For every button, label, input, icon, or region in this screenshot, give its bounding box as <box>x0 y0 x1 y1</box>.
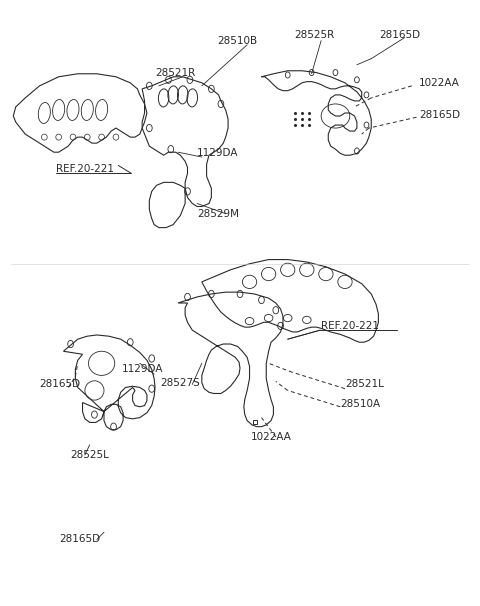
Text: 1022AA: 1022AA <box>251 432 291 442</box>
Text: 28527S: 28527S <box>160 378 200 388</box>
Text: 1129DA: 1129DA <box>197 148 239 158</box>
Text: 28510B: 28510B <box>217 36 258 45</box>
Text: REF.20-221: REF.20-221 <box>56 164 114 174</box>
Text: 28165D: 28165D <box>60 534 101 544</box>
Text: 28165D: 28165D <box>39 379 81 390</box>
Text: 28165D: 28165D <box>419 110 460 120</box>
Text: 28165D: 28165D <box>379 30 420 39</box>
Text: 28529M: 28529M <box>198 208 240 219</box>
Text: 28521L: 28521L <box>345 379 384 390</box>
Text: 28525L: 28525L <box>71 450 109 460</box>
Text: REF.20-221: REF.20-221 <box>321 321 379 331</box>
Text: 28525R: 28525R <box>294 30 334 39</box>
Text: 1129DA: 1129DA <box>121 364 163 375</box>
Text: 28510A: 28510A <box>340 399 380 409</box>
Text: 1022AA: 1022AA <box>419 78 460 88</box>
Text: 28521R: 28521R <box>156 68 196 78</box>
